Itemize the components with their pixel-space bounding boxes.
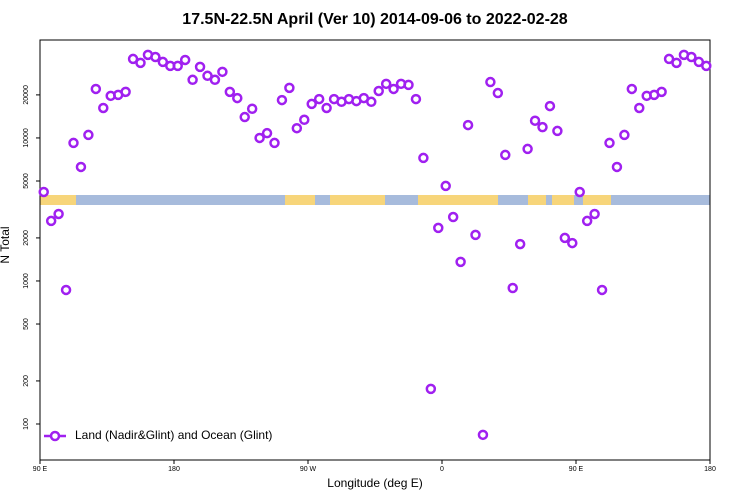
data-point <box>284 82 295 94</box>
data-point <box>291 122 303 134</box>
data-point <box>596 284 608 296</box>
data-point <box>321 102 332 114</box>
data-point <box>306 98 317 110</box>
data-point <box>313 93 325 105</box>
x-tick-label: 180 <box>704 466 716 473</box>
data-point <box>686 51 697 63</box>
y-tick-label: 500 <box>23 318 30 330</box>
map-strip <box>40 195 710 205</box>
data-point <box>514 238 526 250</box>
data-point <box>217 66 228 78</box>
data-point <box>202 70 213 82</box>
data-point <box>209 74 221 86</box>
data-point <box>589 208 600 220</box>
data-point <box>98 102 109 114</box>
data-point <box>701 60 712 72</box>
data-point <box>224 86 236 98</box>
data-point <box>477 429 489 441</box>
data-point <box>611 161 623 173</box>
data-point <box>544 100 556 112</box>
data-point <box>135 57 146 69</box>
data-point <box>38 186 49 198</box>
x-tick-label: 90 E <box>569 466 584 473</box>
data-point <box>261 127 273 139</box>
data-point <box>239 111 250 123</box>
data-point <box>574 186 585 198</box>
data-point <box>500 149 511 161</box>
data-point <box>634 102 645 114</box>
data-point <box>440 180 451 192</box>
data-point <box>507 282 518 294</box>
data-point <box>172 60 183 72</box>
data-point <box>619 129 630 141</box>
data-point <box>269 137 280 149</box>
data-point <box>567 237 578 249</box>
data-point <box>671 57 682 69</box>
data-point <box>656 86 667 98</box>
data-point <box>90 83 102 95</box>
data-point <box>45 215 57 227</box>
x-tick-label: 90 E <box>33 466 48 473</box>
data-point <box>75 161 87 173</box>
data-point <box>559 232 571 244</box>
data-point <box>485 76 496 88</box>
data-point <box>246 103 258 115</box>
y-tick-label: 2000 <box>23 230 30 246</box>
data-point <box>194 61 206 73</box>
data-point <box>299 114 310 126</box>
data-point <box>179 54 191 66</box>
data-point <box>388 83 399 95</box>
data-point <box>626 83 638 95</box>
data-point <box>120 86 131 98</box>
data-point <box>410 93 422 105</box>
data-point <box>529 115 541 126</box>
data-point <box>447 211 459 223</box>
y-tick-label: 100 <box>23 418 30 430</box>
chart-title: 17.5N-22.5N April (Ver 10) 2014-09-06 to… <box>182 11 568 28</box>
data-point <box>433 222 444 234</box>
y-tick-label: 5000 <box>23 173 30 189</box>
data-point <box>537 121 548 133</box>
data-point <box>455 256 466 268</box>
data-point <box>604 137 615 149</box>
data-point <box>276 94 288 106</box>
data-point <box>53 208 64 220</box>
data-point <box>254 132 265 144</box>
x-tick-label: 0 <box>440 466 444 473</box>
legend-marker <box>49 430 61 442</box>
x-tick-label: 90 W <box>300 466 317 473</box>
y-tick-label: 20000 <box>23 85 30 105</box>
y-axis-label: N Total <box>0 226 12 263</box>
data-point <box>380 78 392 90</box>
x-tick-label: 180 <box>168 466 180 473</box>
data-point <box>83 129 94 141</box>
data-point <box>470 229 481 241</box>
data-point <box>418 152 429 164</box>
y-tick-label: 10000 <box>23 128 30 148</box>
data-point <box>187 74 198 86</box>
data-point <box>68 137 79 149</box>
y-tick-label: 1000 <box>23 273 30 289</box>
data-point <box>373 85 384 97</box>
plot-frame <box>39 39 711 461</box>
data-point <box>403 79 414 91</box>
data-point <box>581 215 593 227</box>
data-point <box>552 125 563 137</box>
legend-label: Land (Nadir&Glint) and Ocean (Glint) <box>75 428 272 442</box>
x-axis-label: Longitude (deg E) <box>327 476 422 490</box>
data-point <box>366 96 377 108</box>
data-point <box>425 383 437 395</box>
data-point <box>522 143 533 155</box>
data-point <box>232 92 243 104</box>
data-point <box>462 119 474 131</box>
data-point <box>492 87 504 99</box>
data-point <box>150 51 161 63</box>
y-tick-label: 200 <box>23 375 30 387</box>
data-point <box>60 284 72 296</box>
